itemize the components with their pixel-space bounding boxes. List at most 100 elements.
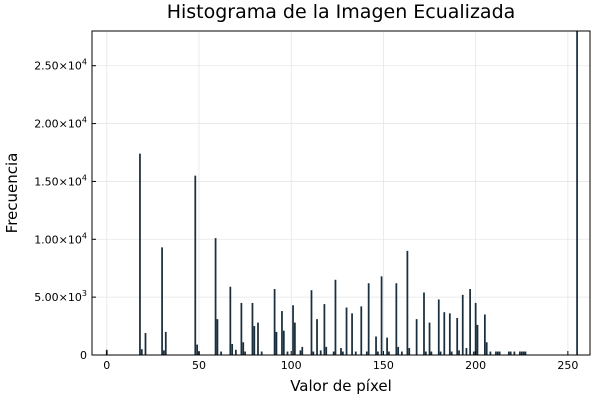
- histogram-bar: [448, 313, 451, 355]
- x-tick-label: 200: [465, 359, 486, 372]
- histogram-bar: [498, 351, 501, 355]
- histogram-bar: [406, 250, 409, 355]
- x-tick-label: 50: [192, 359, 206, 372]
- histogram-bar: [474, 302, 477, 355]
- histogram-bar: [415, 319, 418, 355]
- histogram-bar: [496, 351, 499, 355]
- histogram-bar: [469, 289, 471, 355]
- histogram-bar: [367, 283, 370, 355]
- histogram-bar: [437, 299, 440, 355]
- histogram-bar: [234, 349, 237, 355]
- histogram-bar: [507, 351, 510, 355]
- histogram-bar: [489, 351, 492, 355]
- histogram-bar: [257, 322, 259, 355]
- histogram-bar: [495, 351, 497, 355]
- histogram-bar: [354, 351, 357, 355]
- histogram-bar: [485, 342, 488, 355]
- histogram-bar: [458, 350, 460, 355]
- histogram-bar: [253, 326, 256, 355]
- histogram-bar: [428, 322, 431, 355]
- y-tick-label: 2.50×104: [34, 58, 87, 73]
- y-tick-label: 0: [80, 349, 87, 362]
- histogram-bar: [294, 322, 296, 355]
- histogram-bar: [220, 351, 222, 355]
- histogram-bar: [301, 346, 304, 355]
- histogram-bar: [397, 346, 400, 355]
- histogram-bar: [214, 238, 217, 355]
- histogram-bar: [260, 351, 263, 355]
- histogram-bar: [240, 302, 243, 355]
- histogram-bar: [325, 346, 328, 355]
- histogram-bar: [292, 305, 294, 355]
- histogram-bar: [465, 348, 468, 355]
- x-tick-label: 250: [557, 359, 578, 372]
- histogram-bar: [377, 351, 379, 355]
- histogram-bar: [424, 351, 427, 355]
- x-axis-ticks: 0 50 100 150 200 250: [103, 351, 578, 372]
- y-tick-label: 1.50×104: [34, 173, 87, 188]
- histogram-bar: [273, 289, 276, 355]
- histogram-bar: [140, 349, 143, 355]
- y-axis-ticks: 0 5.00×103 1.00×104 1.50×104 2.00×104 2.50×10…: [34, 58, 96, 362]
- histogram-bar: [163, 350, 165, 355]
- histogram-bar: [375, 336, 377, 355]
- histogram-bar: [242, 342, 245, 355]
- histogram-bar: [319, 350, 322, 355]
- y-tick-label: 1.00×104: [34, 231, 87, 246]
- histogram-bar: [408, 348, 411, 355]
- y-tick-label: 5.00×103: [34, 289, 87, 304]
- histogram-bar: [275, 331, 278, 355]
- histogram-bar: [161, 247, 163, 355]
- histogram-bar: [524, 351, 527, 355]
- histogram-bar: [483, 314, 486, 355]
- histogram-bar: [323, 304, 326, 355]
- histogram-bar: [365, 351, 368, 355]
- histogram-bar: [281, 311, 283, 355]
- histogram-bar: [310, 290, 313, 355]
- histogram-bar: [139, 153, 141, 355]
- x-tick-label: 100: [281, 359, 302, 372]
- histogram-bars: [105, 31, 578, 355]
- histogram-bar: [340, 348, 342, 355]
- histogram-bar: [334, 279, 337, 355]
- histogram-bar: [519, 351, 521, 355]
- histogram-bar: [395, 283, 398, 355]
- histogram-bar: [164, 331, 167, 355]
- histogram-bar: [509, 351, 512, 355]
- histogram-bar: [282, 330, 285, 355]
- histogram-bar: [400, 351, 403, 355]
- histogram-bar: [430, 351, 433, 355]
- histogram-bar: [461, 294, 464, 355]
- histogram-bar: [450, 351, 453, 355]
- histogram-bar: [472, 351, 475, 355]
- histogram-bar: [341, 351, 344, 355]
- histogram-bar: [476, 324, 479, 355]
- histogram-bar: [144, 333, 147, 355]
- plot-frame: [91, 30, 591, 356]
- histogram-bar: [312, 351, 315, 355]
- histogram-bar: [443, 312, 446, 355]
- histogram-bar: [299, 350, 302, 355]
- x-tick-label: 150: [373, 359, 394, 372]
- x-tick-label: 0: [103, 359, 110, 372]
- chart-title: Histograma de la Imagen Ecualizada: [167, 1, 516, 23]
- y-axis-label: Frecuencia: [3, 153, 21, 234]
- histogram-bar: [229, 286, 232, 355]
- histogram-bar: [216, 319, 219, 355]
- histogram-bar: [194, 175, 197, 355]
- histogram-bar: [380, 276, 383, 355]
- histogram-bar: [513, 351, 516, 355]
- histogram-bar: [386, 337, 388, 355]
- histogram-bar: [351, 313, 353, 355]
- y-tick-label: 2.00×104: [34, 116, 87, 131]
- histogram-bar: [244, 351, 246, 355]
- x-axis-label: Valor de píxel: [290, 377, 392, 395]
- histogram-bar: [360, 306, 363, 355]
- histogram-bar: [522, 351, 525, 355]
- histogram-bar: [423, 292, 425, 355]
- histogram-bar: [520, 351, 523, 355]
- histogram-bar: [345, 307, 348, 355]
- histogram-bar: [316, 319, 318, 355]
- histogram-bar: [231, 344, 234, 355]
- histogram-bar: [439, 351, 442, 355]
